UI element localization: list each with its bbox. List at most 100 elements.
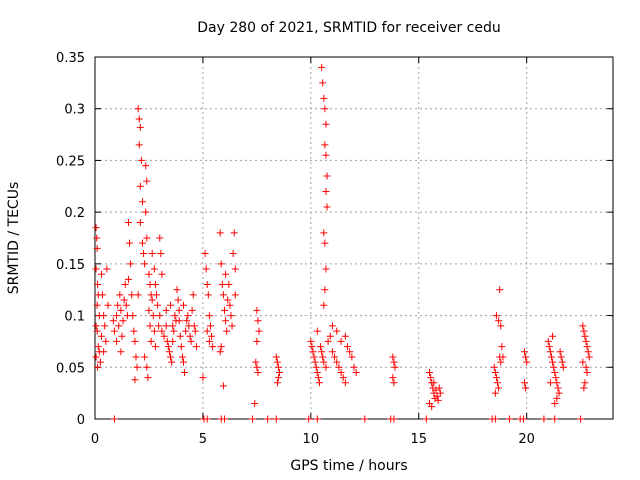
data-point bbox=[333, 358, 341, 366]
data-point bbox=[422, 415, 430, 423]
data-point bbox=[190, 322, 198, 330]
data-point bbox=[104, 301, 112, 309]
data-point bbox=[122, 301, 130, 309]
data-point bbox=[318, 63, 326, 71]
data-point bbox=[118, 332, 126, 340]
data-point bbox=[157, 250, 165, 258]
data-point bbox=[321, 286, 329, 294]
data-point bbox=[147, 337, 155, 345]
data-point bbox=[434, 396, 442, 404]
data-point bbox=[495, 317, 503, 325]
data-point bbox=[143, 177, 151, 185]
data-point bbox=[205, 337, 213, 345]
data-point bbox=[148, 296, 156, 304]
data-point bbox=[229, 250, 237, 258]
data-point bbox=[490, 363, 498, 371]
data-point bbox=[165, 348, 173, 356]
data-point bbox=[498, 343, 506, 351]
data-point bbox=[550, 363, 558, 371]
data-point bbox=[101, 322, 109, 330]
data-point bbox=[320, 301, 328, 309]
data-point bbox=[328, 322, 336, 330]
data-point bbox=[151, 281, 159, 289]
data-point bbox=[110, 327, 118, 335]
data-point bbox=[491, 389, 499, 397]
data-point bbox=[314, 374, 322, 382]
data-point bbox=[551, 399, 559, 407]
data-point bbox=[322, 151, 330, 159]
data-point bbox=[331, 353, 339, 361]
x-tick-label: 20 bbox=[518, 432, 535, 447]
data-point bbox=[226, 301, 234, 309]
data-point bbox=[127, 260, 135, 268]
data-point bbox=[142, 208, 150, 216]
data-point bbox=[254, 368, 262, 376]
y-tick-label: 0.15 bbox=[56, 258, 85, 273]
data-point bbox=[313, 327, 321, 335]
data-point bbox=[495, 384, 503, 392]
data-point bbox=[204, 291, 212, 299]
data-point bbox=[309, 348, 317, 356]
data-point bbox=[134, 105, 142, 113]
data-point bbox=[97, 270, 105, 278]
data-point bbox=[217, 343, 225, 351]
data-point bbox=[346, 348, 354, 356]
data-point bbox=[179, 358, 187, 366]
data-point bbox=[143, 234, 151, 242]
data-point bbox=[319, 353, 327, 361]
x-tick-label: 5 bbox=[199, 432, 207, 447]
data-point bbox=[131, 376, 139, 384]
data-point bbox=[129, 312, 137, 320]
data-point bbox=[191, 327, 199, 335]
data-point bbox=[208, 332, 216, 340]
data-point bbox=[333, 327, 341, 335]
data-point bbox=[391, 363, 399, 371]
data-point bbox=[224, 296, 232, 304]
data-point bbox=[320, 229, 328, 237]
data-point bbox=[433, 392, 441, 400]
data-point bbox=[94, 363, 102, 371]
data-point bbox=[171, 312, 179, 320]
data-point bbox=[173, 286, 181, 294]
data-point bbox=[134, 291, 142, 299]
data-point bbox=[322, 363, 330, 371]
data-point bbox=[276, 368, 284, 376]
data-point bbox=[132, 353, 140, 361]
data-point bbox=[188, 306, 196, 314]
data-point bbox=[430, 379, 438, 387]
data-point bbox=[521, 348, 529, 356]
data-point bbox=[390, 379, 398, 387]
data-point bbox=[203, 415, 211, 423]
data-point bbox=[94, 343, 102, 351]
data-point bbox=[93, 244, 101, 252]
data-point bbox=[252, 358, 260, 366]
y-tick-label: 0 bbox=[77, 413, 85, 428]
data-point bbox=[121, 281, 129, 289]
data-point bbox=[580, 384, 588, 392]
data-point bbox=[216, 348, 224, 356]
data-point bbox=[202, 265, 210, 273]
data-point bbox=[323, 172, 331, 180]
data-point bbox=[155, 322, 163, 330]
y-tick-label: 0.05 bbox=[56, 361, 85, 376]
data-point bbox=[540, 415, 548, 423]
data-point bbox=[128, 291, 136, 299]
data-point bbox=[181, 368, 189, 376]
data-point bbox=[138, 239, 146, 247]
data-point bbox=[156, 312, 164, 320]
data-point bbox=[335, 363, 343, 371]
data-point bbox=[583, 368, 591, 376]
data-point bbox=[492, 312, 500, 320]
data-point bbox=[203, 281, 211, 289]
data-point bbox=[554, 384, 562, 392]
chart-title: Day 280 of 2021, SRMTID for receiver ced… bbox=[197, 20, 500, 36]
data-point bbox=[150, 265, 158, 273]
y-tick-label: 0.3 bbox=[64, 103, 85, 118]
data-point bbox=[321, 141, 329, 149]
data-point bbox=[228, 322, 236, 330]
grid bbox=[95, 57, 613, 419]
data-point bbox=[100, 312, 108, 320]
data-point bbox=[92, 353, 100, 361]
data-point bbox=[113, 337, 121, 345]
